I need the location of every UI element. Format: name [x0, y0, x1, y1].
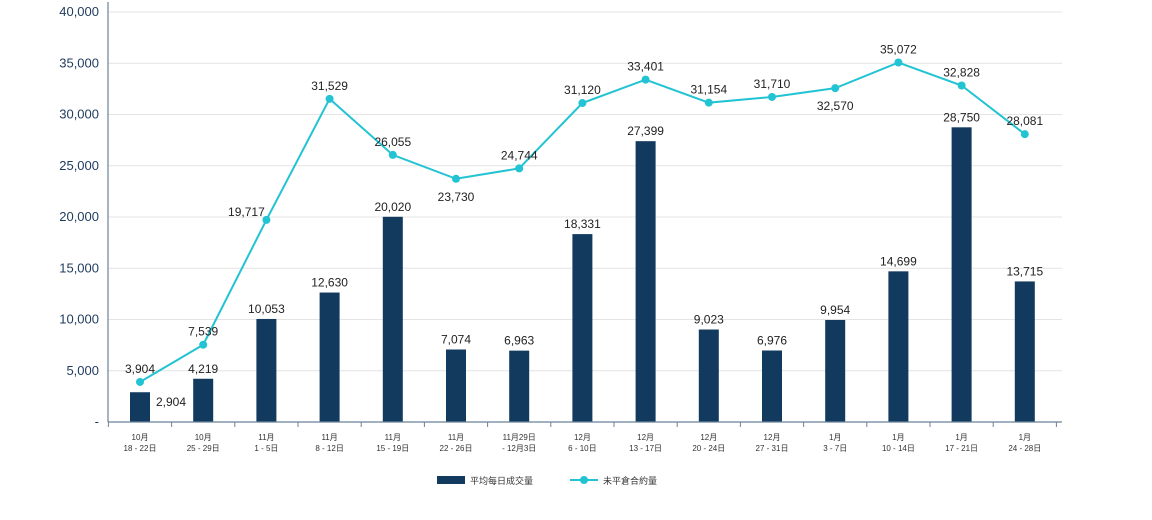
line-point	[136, 377, 144, 386]
bar	[762, 350, 782, 422]
x-tick-label: 10月 18 - 22日	[124, 433, 157, 453]
line-point	[578, 99, 587, 108]
line-point	[1020, 130, 1029, 139]
line-data-label: 3,904	[125, 362, 155, 376]
y-tick-label: 40,000	[59, 4, 99, 19]
bar	[256, 318, 277, 422]
line-data-label: 32,570	[817, 99, 854, 113]
bar-data-label: 6,963	[504, 334, 534, 348]
bar	[446, 349, 466, 422]
legend-bar-swatch	[437, 476, 465, 484]
line-data-label: 7,539	[188, 325, 218, 339]
bar	[698, 329, 719, 422]
bar-series	[130, 127, 1035, 422]
line-data-label: 23,730	[438, 190, 475, 204]
bar-data-label: 9,954	[820, 303, 850, 317]
line-point	[199, 340, 208, 349]
bar-data-label: 18,331	[564, 217, 601, 231]
line-point	[515, 164, 524, 173]
bar	[382, 216, 403, 422]
x-tick-label: 12月 20 - 24日	[692, 433, 725, 453]
legend-bar-label: 平均每日成交量	[470, 475, 533, 486]
line-point	[641, 75, 650, 84]
bar-data-label: 20,020	[374, 200, 411, 214]
line-data-label: 31,154	[690, 83, 727, 97]
line-data-label: 31,120	[564, 83, 601, 97]
y-tick-label: -	[95, 414, 99, 429]
x-tick-label: 1月 3 - 7日	[823, 433, 847, 453]
legend-line-marker	[580, 476, 588, 484]
line-point	[262, 215, 271, 224]
x-tick-label: 11月 1 - 5日	[254, 433, 278, 453]
data-labels: 2,904 4,219 10,053 12,630 20,020 7,074 6,963 18…	[125, 43, 1043, 410]
bar-data-label: 14,699	[880, 254, 917, 268]
bar-data-label: 4,219	[188, 362, 218, 376]
bar-data-label: 6,976	[757, 333, 787, 347]
line-data-label: 32,828	[943, 66, 980, 80]
legend: 平均每日成交量 未平倉合約量	[437, 475, 657, 486]
x-tick-label: 10月 25 - 29日	[187, 433, 220, 453]
line-point	[768, 92, 776, 101]
line-data-label: 35,072	[880, 43, 917, 57]
line-point	[325, 94, 334, 103]
y-tick-label: 10,000	[59, 312, 99, 327]
x-tick-label: 12月 13 - 17日	[629, 433, 662, 453]
line-point	[894, 58, 903, 67]
x-tick-label: 1月 10 - 14日	[882, 433, 915, 453]
line-data-label: 33,401	[627, 60, 664, 74]
x-tick-label: 11月 22 - 26日	[440, 433, 473, 453]
line-data-label: 31,529	[311, 79, 348, 93]
bar	[825, 319, 846, 422]
bar-data-label: 9,023	[694, 313, 724, 327]
line-data-label: 28,081	[1006, 114, 1043, 128]
y-tick-label: 35,000	[59, 55, 99, 70]
x-tick-label: 11月 15 - 19日	[376, 433, 409, 453]
line-point	[452, 174, 460, 183]
bar-data-label: 12,630	[311, 276, 348, 290]
bar	[888, 271, 909, 422]
bar	[509, 350, 530, 422]
bar	[635, 141, 656, 422]
bar	[572, 234, 593, 422]
bar	[951, 127, 972, 422]
x-tick-label: 1月 24 - 28日	[1008, 433, 1041, 453]
line-point	[957, 81, 966, 90]
line-point	[704, 98, 713, 107]
line-series	[136, 58, 1029, 386]
y-tick-label: 25,000	[59, 158, 99, 173]
bar-data-label: 28,750	[943, 110, 980, 124]
bar-data-label: 10,053	[248, 302, 285, 316]
y-tick-label: 15,000	[59, 260, 99, 275]
bar-data-label: 7,074	[441, 332, 471, 346]
line-data-label: 19,717	[228, 205, 265, 219]
line-point	[388, 150, 397, 159]
line-data-label: 24,744	[501, 148, 538, 162]
bar	[130, 392, 150, 422]
x-tick-label: 11月29日- 12月3日	[502, 433, 536, 453]
bar	[193, 378, 214, 422]
line-data-label: 31,710	[754, 77, 791, 91]
y-tick-label: 20,000	[59, 209, 99, 224]
bar-data-label: 2,904	[156, 395, 186, 409]
x-tick-label: 12月 27 - 31日	[756, 433, 789, 453]
bar	[1014, 281, 1035, 422]
x-tick-label: 1月 17 - 21日	[945, 433, 978, 453]
bar-data-label: 13,715	[1006, 264, 1043, 278]
x-tick-label: 12月 6 - 10日	[568, 433, 596, 453]
legend-line-label: 未平倉合約量	[603, 475, 657, 486]
line-point	[831, 84, 840, 93]
bar-data-label: 27,399	[627, 124, 664, 138]
line-data-label: 26,055	[374, 135, 411, 149]
y-tick-label: 5,000	[66, 363, 99, 378]
axes: - 5,000 10,000 15,000 20,000 25,000 30,000 35,0…	[59, 2, 1062, 453]
x-tick-label: 11月 8 - 12日	[315, 433, 343, 453]
bar	[319, 292, 340, 422]
y-tick-label: 30,000	[59, 107, 99, 122]
